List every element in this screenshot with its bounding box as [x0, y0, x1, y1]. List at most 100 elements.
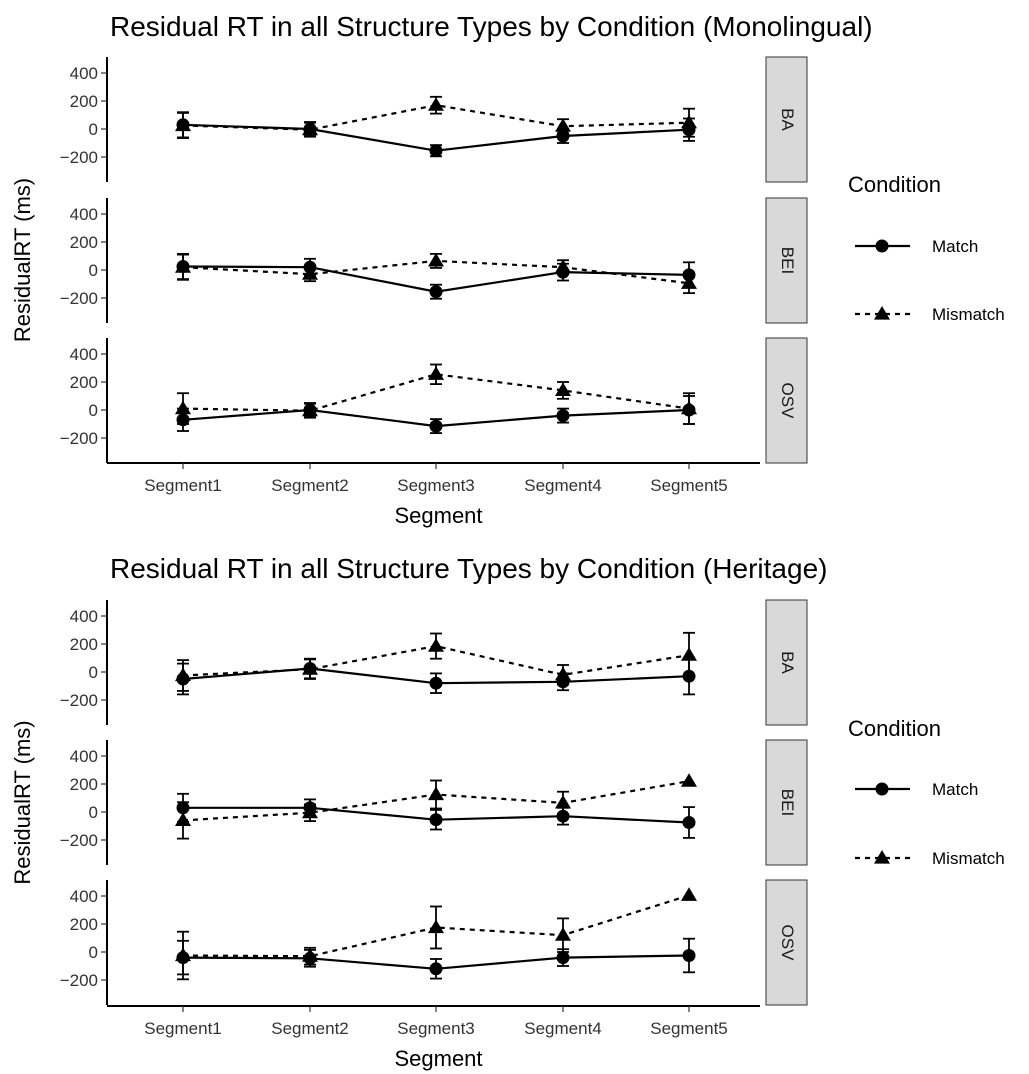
x-tick-label: Segment5 [650, 1019, 728, 1038]
series-mismatch [175, 252, 697, 295]
series-line-mismatch [182, 644, 690, 677]
y-tick-label: −200 [60, 691, 98, 710]
y-tick-label: 400 [70, 747, 98, 766]
facet-panel-ba: 400 200 0 −200 BA [60, 599, 808, 726]
data-point-mismatch [681, 275, 697, 289]
x-tick-label: Segment2 [271, 1019, 349, 1038]
facet-strip [765, 599, 808, 726]
x-tick-label: Segment3 [397, 1019, 475, 1038]
legend-marker-circle [875, 239, 889, 253]
y-tick-label: 0 [89, 803, 98, 822]
y-tick-label: 0 [89, 401, 98, 420]
series-mismatch [175, 95, 697, 140]
y-tick-label: 200 [70, 92, 98, 111]
facet-strip [765, 56, 808, 183]
series-mismatch [175, 887, 697, 981]
data-point-mismatch [555, 666, 571, 681]
y-tick-label: 0 [89, 261, 98, 280]
data-point-mismatch [681, 400, 697, 415]
data-point-match [682, 816, 696, 829]
y-tick-label: 200 [70, 233, 98, 252]
y-axis-title: ResidualRT (ms) [10, 178, 35, 342]
x-axis: Segment1 Segment2 Segment3 Segment4 Segment5… [107, 1005, 760, 1071]
chart-0: Residual RT in all Structure Types by Co… [10, 11, 1005, 528]
data-point-mismatch [681, 887, 697, 901]
y-tick-label: 400 [70, 64, 98, 83]
facet-strip-label: BA [778, 108, 797, 131]
data-point-mismatch [302, 266, 318, 280]
series-line-mismatch [182, 373, 690, 412]
y-tick-label: −200 [60, 831, 98, 850]
facet-panel-ba: 400 200 0 −200 BA [60, 56, 808, 183]
facet-strip [765, 337, 808, 464]
data-point-match [429, 813, 443, 827]
data-point-match [429, 419, 443, 433]
legend: Condition Match Mismatch [848, 172, 1005, 324]
chart-title: Residual RT in all Structure Types by Co… [110, 553, 827, 584]
data-point-mismatch [428, 366, 444, 380]
data-point-mismatch [428, 97, 444, 111]
data-point-mismatch [555, 118, 571, 132]
data-point-mismatch [428, 786, 444, 801]
x-tick-label: Segment1 [144, 1019, 222, 1038]
series-match [176, 395, 696, 435]
legend-marker-triangle [874, 850, 890, 864]
legend-item-match: Match [855, 237, 978, 256]
x-axis-title: Segment [394, 503, 482, 528]
legend-marker-triangle [874, 306, 890, 320]
data-point-mismatch [175, 812, 191, 826]
series-match [176, 657, 696, 696]
y-tick-label: −200 [60, 148, 98, 167]
x-tick-label: Segment5 [650, 476, 728, 495]
data-point-mismatch [555, 794, 571, 809]
legend-title: Condition [848, 172, 941, 197]
data-point-match [429, 676, 443, 690]
legend-label: Mismatch [932, 849, 1005, 868]
data-point-mismatch [681, 114, 697, 129]
series-line-mismatch [182, 894, 690, 958]
x-axis: Segment1 Segment2 Segment3 Segment4 Segment5… [107, 462, 760, 528]
facet-panel-bei: 400 200 0 −200 BEI [60, 739, 808, 866]
facet-panel-osv: 400 200 0 −200 OSV [60, 337, 808, 464]
y-tick-label: 0 [89, 120, 98, 139]
facet-strip-label: OSV [778, 383, 797, 420]
facet-panel-osv: 400 200 0 −200 OSV [60, 879, 808, 1006]
data-point-mismatch [428, 638, 444, 652]
y-tick-label: 400 [70, 205, 98, 224]
data-point-mismatch [555, 382, 571, 396]
y-tick-label: 200 [70, 915, 98, 934]
x-tick-label: Segment1 [144, 476, 222, 495]
y-tick-label: 400 [70, 887, 98, 906]
series-line-mismatch [182, 104, 690, 131]
x-tick-label: Segment2 [271, 476, 349, 495]
legend-item-match: Match [855, 780, 978, 799]
legend: Condition Match Mismatch [848, 716, 1005, 868]
series-match [176, 111, 696, 158]
data-point-mismatch [302, 804, 318, 819]
y-tick-label: −200 [60, 429, 98, 448]
x-axis-title: Segment [394, 1046, 482, 1071]
data-point-mismatch [175, 400, 191, 415]
y-tick-label: 0 [89, 943, 98, 962]
facet-strip-label: BEI [778, 789, 797, 816]
legend-label: Match [932, 780, 978, 799]
y-axis-title: ResidualRT (ms) [10, 720, 35, 884]
legend-marker-circle [875, 782, 889, 796]
series-mismatch [175, 773, 697, 840]
facet-panel-bei: 400 200 0 −200 BEI [60, 197, 808, 324]
y-tick-label: 200 [70, 635, 98, 654]
facet-strip [765, 739, 808, 866]
data-point-match [556, 951, 570, 965]
data-point-mismatch [555, 259, 571, 273]
data-point-match [429, 962, 443, 976]
y-tick-label: −200 [60, 289, 98, 308]
x-tick-label: Segment3 [397, 476, 475, 495]
data-point-mismatch [175, 259, 191, 273]
y-tick-label: 0 [89, 663, 98, 682]
y-tick-label: 400 [70, 345, 98, 364]
facet-strip [765, 197, 808, 324]
data-point-mismatch [428, 252, 444, 267]
data-point-match [429, 285, 443, 299]
facet-strip-label: BA [778, 651, 797, 674]
